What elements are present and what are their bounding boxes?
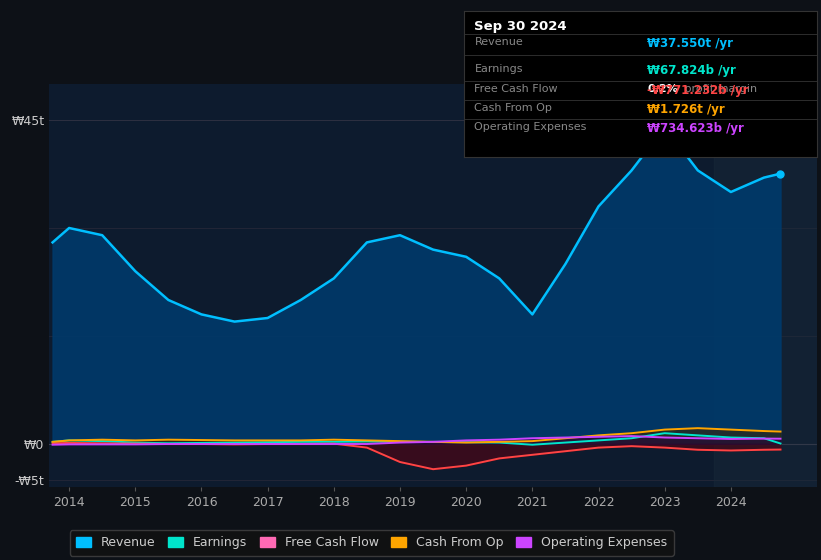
Text: Earnings: Earnings — [475, 64, 523, 73]
Text: Free Cash Flow: Free Cash Flow — [475, 84, 558, 94]
Text: ₩1.726t /yr: ₩1.726t /yr — [648, 103, 725, 116]
Bar — [714, 84, 817, 487]
Text: Sep 30 2024: Sep 30 2024 — [475, 20, 567, 33]
Text: ₩67.824b /yr: ₩67.824b /yr — [648, 64, 736, 77]
Text: 0.2%: 0.2% — [648, 84, 678, 94]
Text: Revenue: Revenue — [475, 38, 523, 48]
Text: Operating Expenses: Operating Expenses — [475, 122, 587, 132]
Text: -₩771.232b /yr: -₩771.232b /yr — [648, 84, 749, 97]
Text: profit margin: profit margin — [681, 84, 757, 94]
Text: ₩37.550t /yr: ₩37.550t /yr — [648, 38, 733, 50]
Legend: Revenue, Earnings, Free Cash Flow, Cash From Op, Operating Expenses: Revenue, Earnings, Free Cash Flow, Cash … — [70, 530, 674, 556]
Text: ₩734.623b /yr: ₩734.623b /yr — [648, 122, 745, 135]
Text: Cash From Op: Cash From Op — [475, 103, 553, 113]
